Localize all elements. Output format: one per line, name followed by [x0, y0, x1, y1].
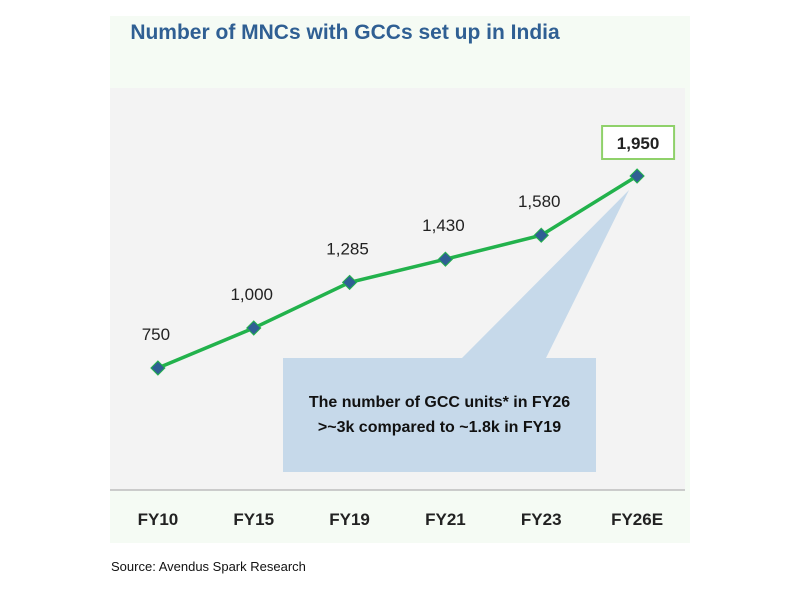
callout-box: [283, 358, 596, 472]
data-point-marker: [246, 320, 262, 336]
data-label: 1,950: [617, 134, 660, 153]
x-tick-label: FY21: [425, 510, 466, 529]
chart-title: Number of MNCs with GCCs set up in India: [130, 21, 560, 44]
x-tick-label: FY19: [329, 510, 370, 529]
data-label: 1,430: [422, 216, 465, 235]
data-label: 1,580: [518, 192, 561, 211]
series-line: [157, 174, 639, 370]
x-tick-label: FY10: [138, 510, 179, 529]
data-point-marker: [150, 360, 166, 376]
data-label: 750: [142, 325, 170, 344]
data-label: 1,000: [230, 285, 273, 304]
data-label: 1,285: [326, 239, 369, 258]
data-point-marker: [437, 251, 454, 267]
callout-pointer: [460, 190, 630, 360]
data-point-marker: [533, 227, 549, 243]
data-point-marker: [341, 274, 358, 291]
callout-text: The number of GCC units* in FY26 >~3k co…: [308, 394, 571, 436]
x-tick-label: FY15: [233, 510, 274, 529]
x-tick-label: FY26E: [611, 510, 663, 529]
source-note: Source: Avendus Spark Research: [111, 559, 306, 574]
data-point-marker: [629, 168, 645, 184]
highlight-label-box: [601, 125, 676, 160]
callout-text-box: The number of GCC units* in FY26 >~3k co…: [283, 358, 596, 472]
x-tick-label: FY23: [521, 510, 562, 529]
